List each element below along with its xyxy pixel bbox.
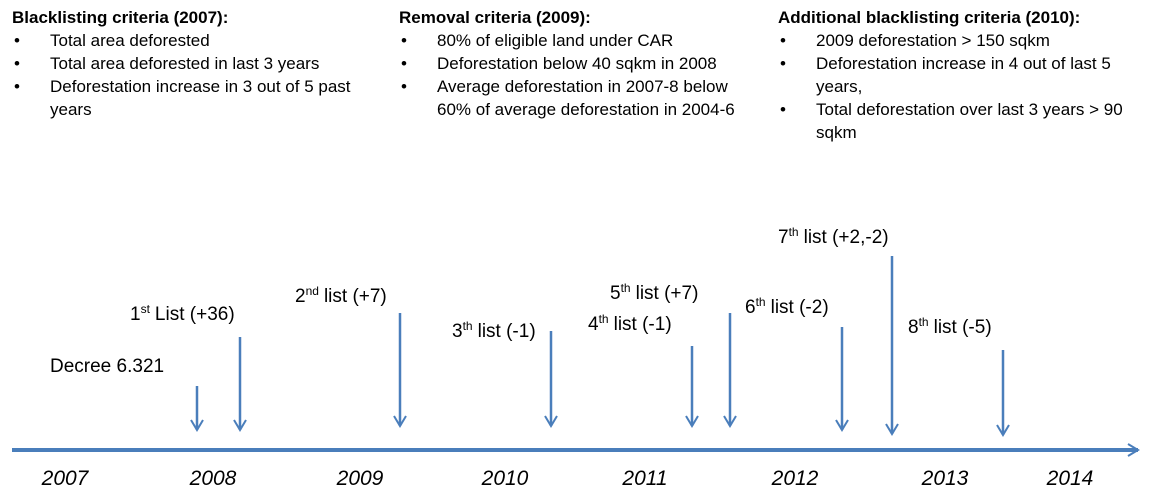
ordinal-number: 5: [610, 283, 621, 304]
criteria-item: Average deforestation in 2007-8 below 60…: [399, 75, 764, 121]
year-label: 2013: [921, 467, 969, 490]
event-label: 2nd list (+7): [295, 284, 387, 307]
year-label: 2007: [41, 467, 90, 490]
event-text: List (+36): [155, 304, 235, 325]
event-label: 6th list (-2): [745, 295, 829, 318]
criteria-item: Deforestation increase in 3 out of 5 pas…: [12, 75, 382, 121]
event-label: 3th list (-1): [452, 319, 536, 342]
ordinal-suffix: th: [621, 281, 631, 295]
event-text: list (+7): [636, 283, 699, 304]
ordinal-number: 3: [452, 321, 463, 342]
criteria-item: 2009 deforestation > 150 sqkm: [778, 29, 1148, 52]
event-label: 8th list (-5): [908, 315, 992, 338]
criteria-item: Total deforestation over last 3 years > …: [778, 98, 1148, 144]
event-text: Decree 6.321: [50, 356, 164, 377]
ordinal-number: 2: [295, 286, 306, 307]
event-label: 7th list (+2,-2): [778, 225, 889, 248]
criteria-item: Deforestation increase in 4 out of last …: [778, 52, 1148, 98]
year-label: 2010: [481, 467, 529, 490]
event-label: 5th list (+7): [610, 281, 698, 304]
event-text: list (+7): [324, 286, 387, 307]
criteria-list: 2009 deforestation > 150 sqkmDeforestati…: [778, 29, 1148, 144]
event-label: Decree 6.321: [50, 356, 164, 377]
year-label: 2011: [621, 467, 667, 490]
event-text: list (-1): [478, 321, 536, 342]
criteria-item: Deforestation below 40 sqkm in 2008: [399, 52, 764, 75]
criteria-title: Removal criteria (2009):: [399, 8, 591, 27]
criteria-column: Removal criteria (2009): 80% of eligible …: [399, 6, 764, 121]
criteria-item: Total area deforested: [12, 29, 382, 52]
event-label: 1st List (+36): [130, 302, 235, 325]
ordinal-number: 6: [745, 297, 756, 318]
year-label: 2014: [1046, 467, 1094, 490]
year-label: 2009: [336, 467, 384, 490]
criteria-title: Additional blacklisting criteria (2010):: [778, 8, 1081, 27]
ordinal-number: 1: [130, 304, 141, 325]
criteria-list: 80% of eligible land under CARDeforestat…: [399, 29, 764, 121]
criteria-item: Total area deforested in last 3 years: [12, 52, 382, 75]
ordinal-suffix: st: [141, 302, 151, 316]
criteria-item: 80% of eligible land under CAR: [399, 29, 764, 52]
ordinal-number: 4: [588, 314, 599, 335]
ordinal-number: 7: [778, 227, 789, 248]
ordinal-suffix: th: [789, 225, 799, 239]
event-text: list (+2,-2): [804, 227, 889, 248]
criteria-title: Blacklisting criteria (2007):: [12, 8, 229, 27]
ordinal-suffix: th: [599, 312, 609, 326]
event-text: list (-5): [934, 317, 992, 338]
ordinal-suffix: nd: [306, 284, 319, 298]
criteria-column: Additional blacklisting criteria (2010):…: [778, 6, 1148, 144]
ordinal-suffix: th: [756, 295, 766, 309]
year-label: 2008: [189, 467, 237, 490]
event-text: list (-2): [771, 297, 829, 318]
event-text: list (-1): [614, 314, 672, 335]
criteria-column: Blacklisting criteria (2007): Total area …: [12, 6, 382, 121]
event-label: 4th list (-1): [588, 312, 672, 335]
ordinal-suffix: th: [463, 319, 473, 333]
criteria-list: Total area deforestedTotal area deforest…: [12, 29, 382, 121]
ordinal-number: 8: [908, 317, 919, 338]
ordinal-suffix: th: [919, 315, 929, 329]
year-label: 2012: [771, 467, 819, 490]
